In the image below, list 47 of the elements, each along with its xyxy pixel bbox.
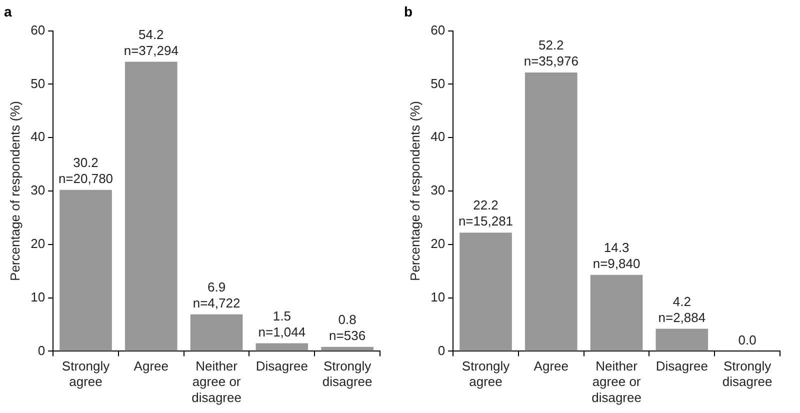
data-label: 4.2 n=2,884 <box>658 294 706 325</box>
bar <box>321 346 374 351</box>
data-label: 0.0 <box>738 332 756 348</box>
y-tick-label: 0 <box>438 342 446 358</box>
chart-title: a <box>4 3 12 20</box>
data-label: 30.2 n=20,780 <box>58 155 114 186</box>
x-tick-label: Disagree <box>656 358 708 374</box>
y-tick-label: 50 <box>30 76 46 91</box>
x-tick-label: Neither agree or disagree <box>592 358 642 405</box>
x-tick-label: Strongly agree <box>462 358 510 390</box>
bar <box>460 232 512 351</box>
x-tick-label: Strongly disagree <box>322 358 372 390</box>
bar <box>524 72 578 351</box>
x-tick-label: Agree <box>534 358 568 374</box>
y-tick-label: 10 <box>30 289 46 304</box>
data-label: 54.2 n=37,294 <box>124 26 178 58</box>
y-tick-label: 50 <box>430 76 446 91</box>
y-tick-label: 20 <box>430 236 446 251</box>
chart-title: b <box>404 3 413 20</box>
data-label: 6.9 n=4,722 <box>192 279 240 310</box>
data-label: 14.3 n=9,840 <box>592 240 640 271</box>
x-tick-label: Strongly agree <box>62 358 110 390</box>
y-axis-title: Percentage of respondents (%) <box>407 101 422 281</box>
bar <box>60 190 112 351</box>
y-tick-label: 60 <box>30 22 46 38</box>
x-tick-label: Neither agree or disagree <box>192 358 242 405</box>
bar <box>190 314 243 351</box>
y-tick-label: 60 <box>430 22 446 38</box>
x-tick-label: Disagree <box>256 358 308 374</box>
bar <box>656 328 708 351</box>
bar <box>124 62 178 351</box>
x-tick-label: Strongly disagree <box>722 358 772 390</box>
y-tick-label: 30 <box>430 182 446 198</box>
data-label: 0.8 n=536 <box>329 312 366 344</box>
data-label: 52.2 n=35,976 <box>524 38 578 69</box>
y-tick-label: 40 <box>30 129 46 144</box>
y-tick-label: 40 <box>430 129 446 144</box>
data-label: 1.5 n=1,044 <box>258 308 306 340</box>
y-tick-label: 20 <box>30 236 46 251</box>
x-tick-label: Agree <box>134 358 168 374</box>
y-tick-label: 10 <box>430 289 446 304</box>
data-label: 22.2 n=15,281 <box>458 198 514 229</box>
bar <box>590 274 643 351</box>
y-axis-title: Percentage of respondents (%) <box>7 101 22 281</box>
bar <box>256 343 308 351</box>
y-tick-label: 0 <box>38 342 46 358</box>
y-tick-label: 30 <box>30 182 46 198</box>
